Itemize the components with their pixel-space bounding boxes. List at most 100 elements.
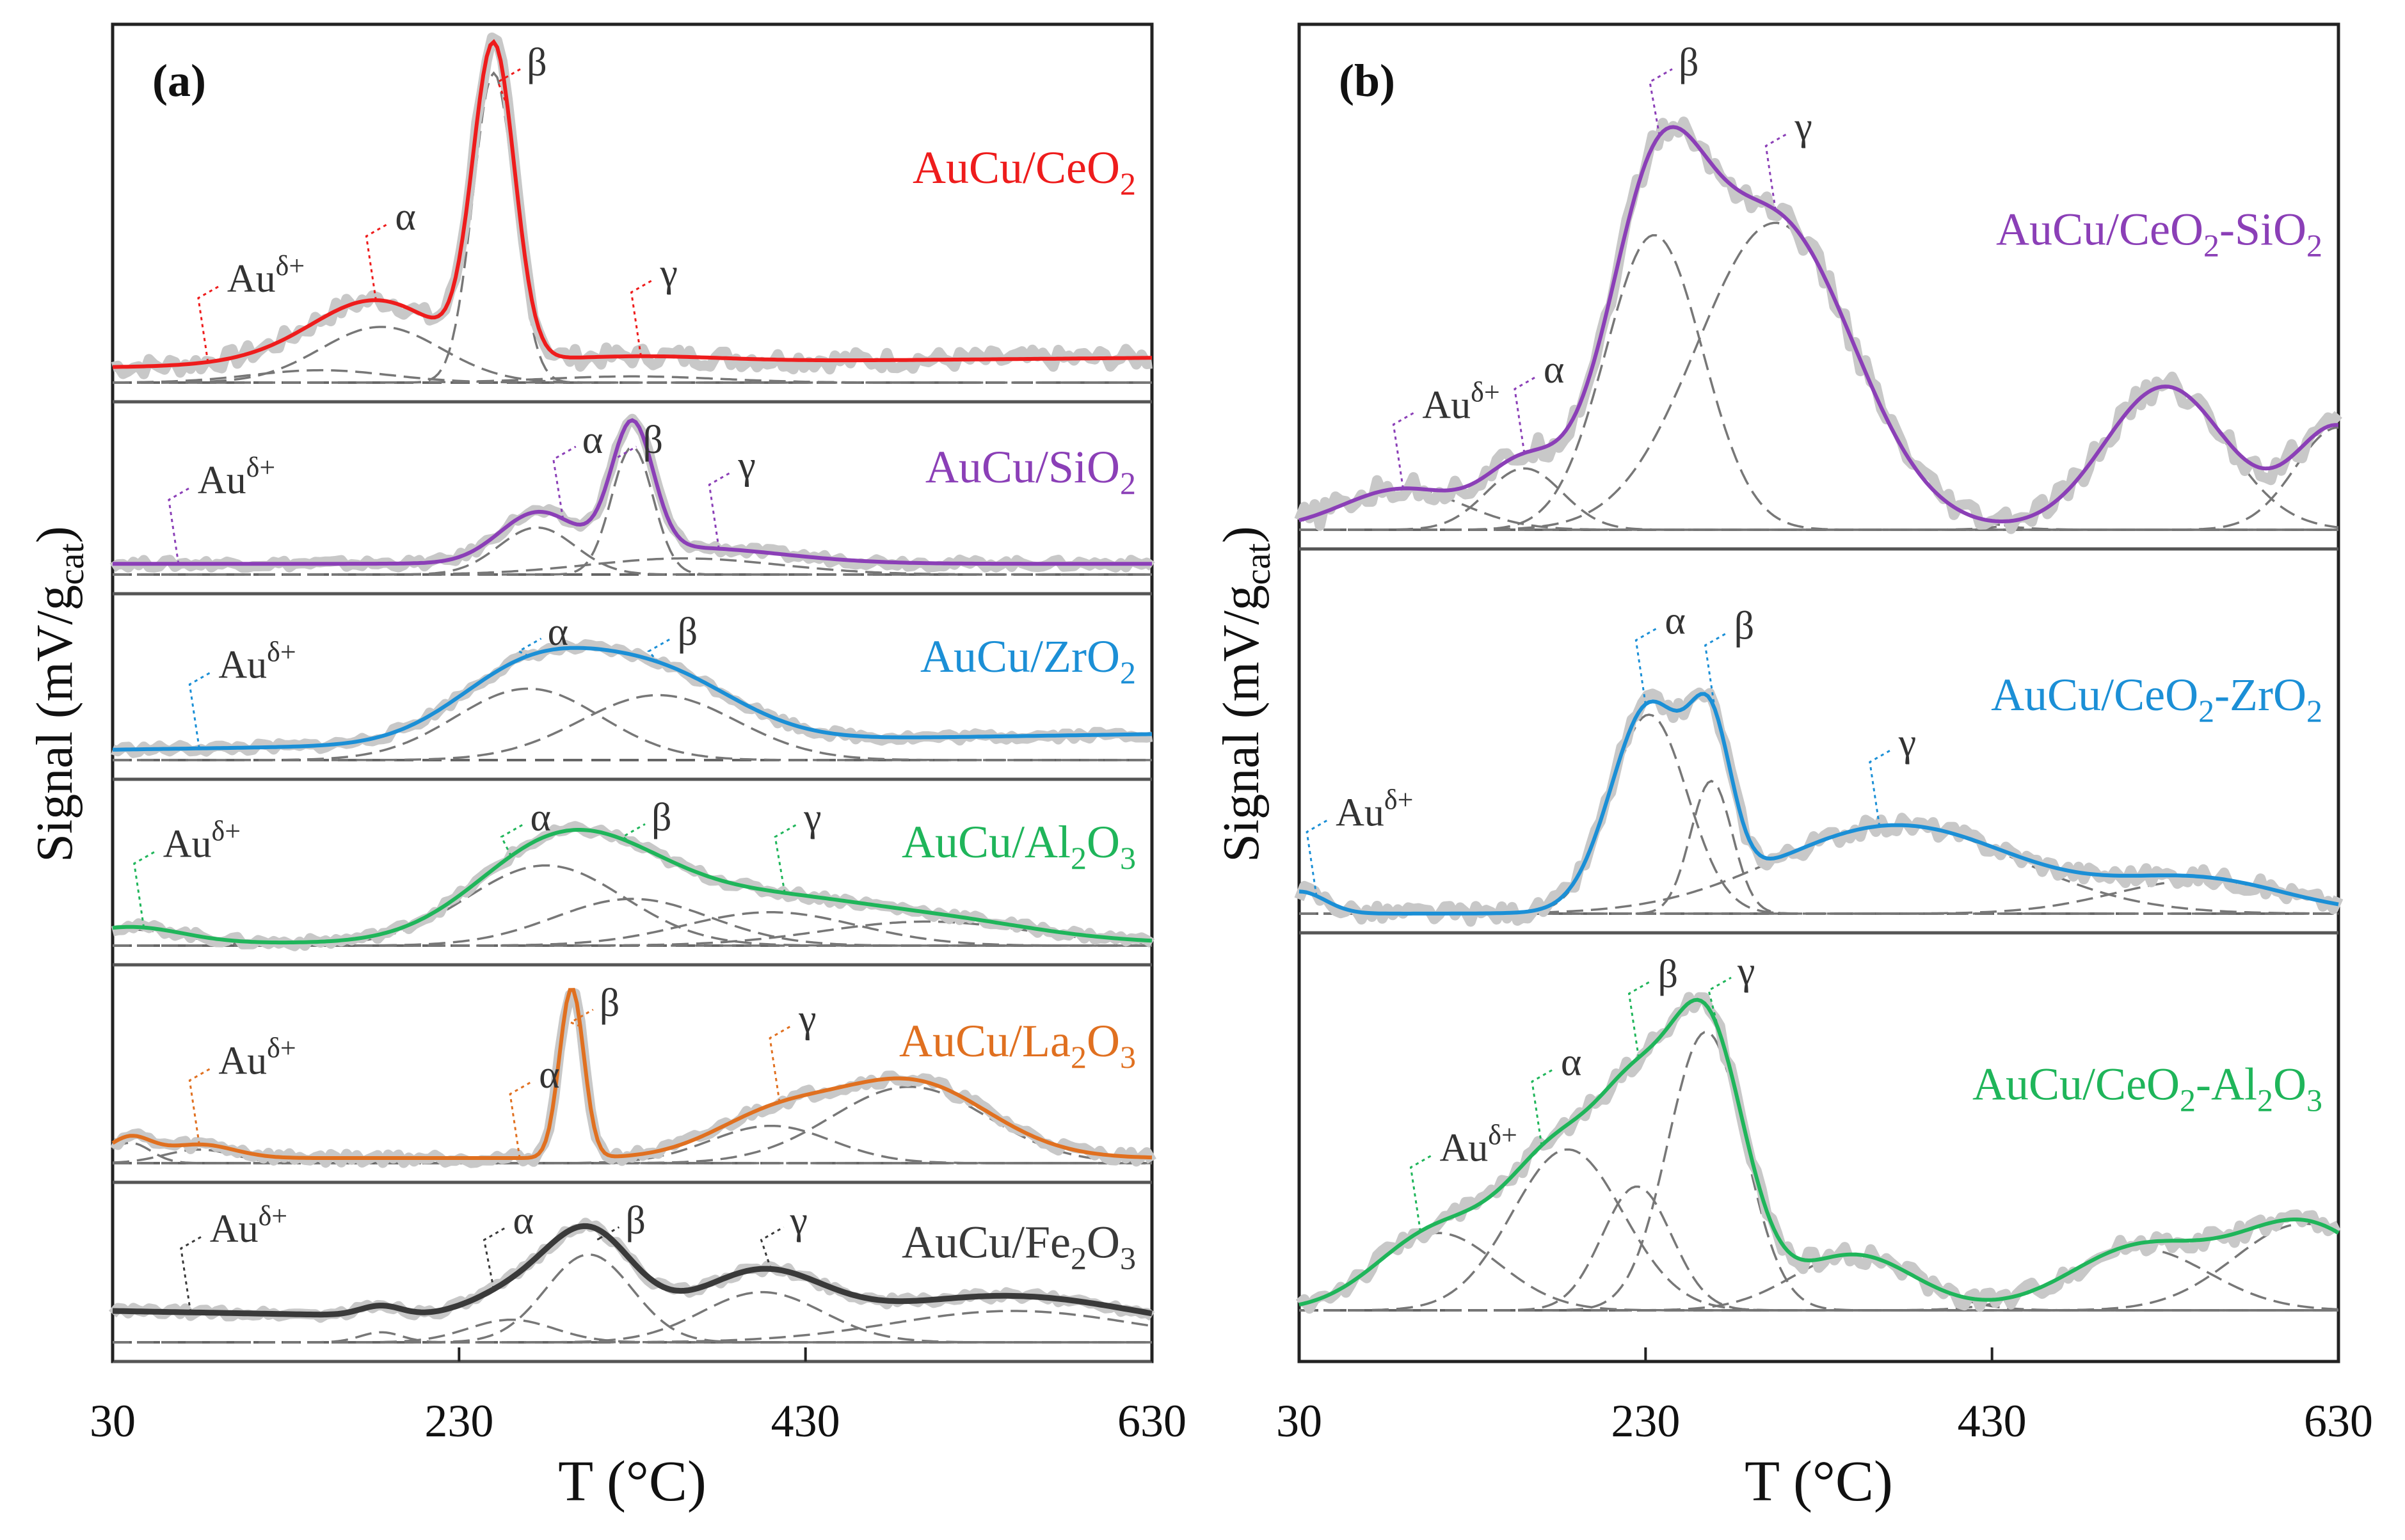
series-AuCu/CeO2: Auδ+ α β γ AuCu/CeO2 bbox=[111, 32, 1153, 404]
annotation-leader bbox=[168, 486, 192, 564]
panel-b-frame bbox=[1297, 22, 2340, 1363]
series-AuCu/CeO2-SiO2: Auδ+ α β γ AuCu/CeO2-SiO2 bbox=[1294, 41, 2342, 551]
peak-annotation: α bbox=[395, 195, 415, 239]
series-AuCu/La2O3: Auδ+ αβ γ AuCu/La2O3 bbox=[110, 981, 1156, 1184]
panel-b-label: (b) bbox=[1339, 55, 1395, 106]
series-label: AuCu/Al2O3 bbox=[902, 816, 1136, 876]
x-tick-label: 230 bbox=[424, 1395, 493, 1447]
annotation-leader bbox=[630, 278, 655, 357]
annotation-leader bbox=[497, 68, 521, 107]
fit-component-peak bbox=[113, 1318, 1152, 1344]
series-AuCu/CeO2-ZrO2: Auδ+ α β γ AuCu/CeO2-ZrO2 bbox=[1294, 599, 2344, 935]
series-label: AuCu/La2O3 bbox=[899, 1015, 1136, 1075]
peak-annotation: β bbox=[625, 1199, 646, 1242]
panel-a-x-ticks: 30 230 430 630 bbox=[90, 1347, 1187, 1447]
fit-component-peak bbox=[113, 694, 1152, 761]
peak-annotation: α bbox=[548, 610, 568, 654]
fitted-signal bbox=[1298, 125, 2339, 524]
experimental-signal bbox=[1294, 116, 2342, 534]
peak-annotation: α bbox=[582, 418, 603, 462]
peak-annotation: γ bbox=[790, 1199, 808, 1242]
peak-annotation: γ bbox=[803, 796, 821, 839]
peak-annotation: β bbox=[1658, 953, 1679, 996]
fitted-signal bbox=[112, 646, 1153, 752]
fitted-signal bbox=[112, 38, 1152, 369]
annotation-leader bbox=[133, 850, 157, 928]
peak-annotation: α bbox=[1561, 1040, 1581, 1084]
peak-annotation: Auδ+ bbox=[218, 1033, 296, 1083]
annotation-leader bbox=[1514, 375, 1538, 454]
peak-annotation: Auδ+ bbox=[198, 452, 275, 502]
x-tick-label: 630 bbox=[1117, 1395, 1187, 1447]
series-label: AuCu/CeO2-SiO2 bbox=[1996, 203, 2322, 263]
series-label: AuCu/Fe2O3 bbox=[902, 1217, 1136, 1276]
peak-annotation: Auδ+ bbox=[1336, 784, 1413, 834]
x-tick-label: 30 bbox=[90, 1395, 136, 1447]
fitted-signal bbox=[111, 988, 1153, 1160]
series-label: AuCu/ZrO2 bbox=[920, 631, 1136, 690]
fit-component-peak bbox=[1299, 426, 2339, 531]
annotation-leader bbox=[1409, 1154, 1434, 1232]
peak-annotation: γ bbox=[1737, 949, 1755, 993]
annotation-leader bbox=[774, 823, 798, 893]
annotation-leader bbox=[621, 823, 646, 845]
peak-annotation: β bbox=[600, 981, 620, 1025]
x-tick-label: 430 bbox=[771, 1395, 840, 1447]
annotation-leader bbox=[1704, 631, 1729, 710]
annotation-leader bbox=[197, 284, 221, 363]
series-AuCu/SiO2: Auδ+ α β γ AuCu/SiO2 bbox=[109, 413, 1155, 596]
series-AuCu/ZrO2: Auδ+ α β AuCu/ZrO2 bbox=[111, 610, 1153, 781]
series-AuCu/Fe2O3: Auδ+ α β γ AuCu/Fe2O3 bbox=[108, 1199, 1155, 1363]
panel-b: (b) Auδ+ α β γ AuCu/CeO2-SiO2 Auδ+ α β γ AuCu/CeO… bbox=[1276, 22, 2373, 1513]
annotation-leader bbox=[708, 471, 733, 549]
peak-annotation: Auδ+ bbox=[1422, 376, 1499, 427]
experimental-signal bbox=[1295, 992, 2341, 1314]
annotation-leader bbox=[509, 1080, 533, 1159]
peak-annotation: α bbox=[1544, 348, 1564, 392]
peak-annotation: Auδ+ bbox=[1439, 1120, 1517, 1170]
panel-b-y-axis-label: Signal (mV/gcat) bbox=[1213, 526, 1278, 862]
fitted-signal bbox=[1298, 692, 2339, 916]
annotation-leader bbox=[188, 1067, 213, 1145]
annotation-leader bbox=[365, 222, 390, 301]
peak-annotation: α bbox=[1665, 599, 1685, 643]
peak-annotation: β bbox=[1734, 605, 1755, 648]
peak-annotation: Auδ+ bbox=[218, 637, 296, 687]
fitted-signal bbox=[113, 418, 1152, 566]
series-label: AuCu/SiO2 bbox=[925, 441, 1136, 501]
annotation-leader bbox=[1306, 818, 1330, 896]
annotation-leader bbox=[1649, 68, 1673, 136]
fit-component-peak bbox=[1299, 1222, 2339, 1312]
peak-annotation: Auδ+ bbox=[163, 816, 241, 866]
peak-annotation: β bbox=[1679, 41, 1699, 84]
x-tick-label: 30 bbox=[1276, 1395, 1322, 1447]
annotation-leader bbox=[612, 429, 637, 462]
peak-annotation: γ bbox=[798, 997, 816, 1041]
series-label: AuCu/CeO2-Al2O3 bbox=[1972, 1058, 2322, 1118]
fit-component-peak bbox=[113, 1085, 1153, 1164]
peak-annotation: γ bbox=[660, 251, 678, 295]
annotation-leader bbox=[1531, 1068, 1555, 1146]
annotation-leader bbox=[760, 1226, 785, 1269]
fitted-signal bbox=[1298, 997, 2340, 1307]
fit-component-peak bbox=[113, 71, 1152, 384]
fit-component-peak bbox=[113, 1310, 1153, 1344]
peak-annotation: α bbox=[539, 1053, 559, 1097]
x-tick-label: 230 bbox=[1611, 1395, 1680, 1447]
panel-b-x-axis-label: T (°C) bbox=[1745, 1450, 1893, 1513]
annotation-leader bbox=[188, 671, 213, 749]
series-AuCu/Al2O3: Auδ+ α β γ AuCu/Al2O3 bbox=[111, 796, 1155, 967]
experimental-signal bbox=[111, 32, 1153, 379]
peak-annotation: Auδ+ bbox=[210, 1200, 287, 1251]
panel-b-x-ticks: 30 230 430 630 bbox=[1276, 1347, 2373, 1447]
fit-component-peak bbox=[113, 557, 1152, 576]
annotation-leader bbox=[552, 445, 577, 520]
panel-b-plots: Auδ+ α β γ AuCu/CeO2-SiO2 Auδ+ α β γ AuCu/CeO2-Zr… bbox=[1294, 41, 2344, 1314]
peak-annotation: α bbox=[531, 796, 551, 839]
annotation-leader bbox=[1707, 976, 1732, 1029]
x-tick-label: 630 bbox=[2304, 1395, 2373, 1447]
panel-a-label: (a) bbox=[152, 55, 206, 106]
peak-annotation: β bbox=[678, 610, 698, 654]
